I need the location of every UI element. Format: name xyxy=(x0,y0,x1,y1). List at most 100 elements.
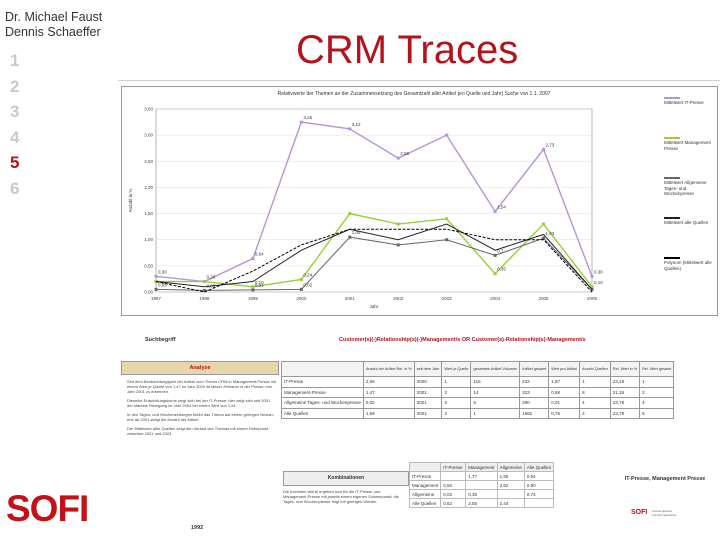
data-label: 0,24 xyxy=(303,272,312,277)
legend-entry: Mittelwert IT-Presse xyxy=(664,97,714,106)
chapter-nav: 1 2 3 4 5 6 xyxy=(10,48,19,201)
legend-swatch xyxy=(664,217,680,219)
legend-entry: Mittelwert Management Presse xyxy=(664,137,714,151)
table-row: Alle Quellen 0,52 2,55 2,44 xyxy=(408,498,555,508)
table-cell: 21,26 xyxy=(609,386,641,398)
table-cell: 2,55 xyxy=(465,498,498,508)
author-names: Dr. Michael Faust Dennis Schaeffer xyxy=(5,10,102,40)
table-cell: 323 xyxy=(519,386,550,398)
data-point xyxy=(348,127,352,131)
table-cell: Allgemeine xyxy=(496,462,525,472)
table-cell: Alle Quellen xyxy=(408,498,442,508)
x-tick-label: 2004 xyxy=(490,296,501,301)
sofi-small-logo: SOFI xyxy=(631,509,648,516)
legend-swatch xyxy=(664,97,680,99)
data-point xyxy=(348,212,352,216)
data-point xyxy=(445,133,449,137)
legend-label: Polynom (Mittelwert alle Quellen) xyxy=(664,260,712,271)
analysis-text: Der Mittelwert aller Quellen zeigt den V… xyxy=(127,426,269,436)
data-label: 2,73 xyxy=(546,142,555,147)
column-header: Rel. Wert in % xyxy=(609,361,641,377)
table-row: IT-Presse 2,59 2000 1 115 233 1,87 1 23,18 1 xyxy=(281,376,675,388)
table-cell: 1 xyxy=(579,376,611,388)
analysis-block: Analyse Seit dem Beobachtungsjahr der Ar… xyxy=(121,361,279,436)
series-line xyxy=(155,223,593,290)
chapter-1[interactable]: 1 xyxy=(10,51,20,70)
table-cell: 0,90 xyxy=(523,480,555,490)
table-cell: 4 xyxy=(579,397,611,409)
data-point xyxy=(154,287,158,291)
table-cell: 115 xyxy=(470,376,521,388)
table-cell: Alle Quellen xyxy=(281,407,364,419)
table-cell xyxy=(465,480,498,490)
table-row: IT-Presse Management Allgemeine Alle Quelle… xyxy=(408,462,555,472)
combinations-table: IT-Presse Management Allgemeine Alle Quelle… xyxy=(408,462,555,508)
table-cell: 4 xyxy=(639,397,675,409)
sofi-small-subtitle: Soziologisches Forschungsinstitut xyxy=(652,509,677,517)
table-cell: 23,78 xyxy=(609,397,641,409)
table-cell: 6 xyxy=(639,407,675,419)
data-point xyxy=(154,280,158,284)
column-header: Anzahl der Artikel Rel. in % xyxy=(362,361,415,377)
series-line xyxy=(155,236,593,291)
chart-panel: Relativwerte der Themen an der Zusammens… xyxy=(121,86,718,316)
table-cell: 280 xyxy=(519,397,550,409)
legend-entry: Mittelwert Allgemeine Tages- und Wochenp… xyxy=(664,177,714,197)
table-cell: 1,47 xyxy=(362,386,415,398)
x-tick-label: 2005 xyxy=(539,296,550,301)
legend-entry: Mittelwert alle Quellen xyxy=(664,217,714,226)
analyse-header: Analyse xyxy=(121,361,279,375)
data-label: 0,02 xyxy=(303,282,312,287)
table-cell: 0,52 xyxy=(440,498,467,508)
title-divider xyxy=(118,80,720,81)
data-point xyxy=(251,288,255,292)
table-cell: 23,18 xyxy=(609,376,641,388)
table-cell: IT-Presse xyxy=(408,471,442,481)
x-tick-label: 2002 xyxy=(393,296,404,301)
author-name: Dr. Michael Faust xyxy=(5,10,103,24)
chapter-3[interactable]: 3 xyxy=(10,102,20,121)
table-cell: 14 xyxy=(470,386,521,398)
table-cell: 2,44 xyxy=(496,498,525,508)
chapter-2[interactable]: 2 xyxy=(10,76,20,96)
data-label: 0,35 xyxy=(497,267,506,272)
analysis-text: In den Tages- und Wochenzeitungen bleibt… xyxy=(127,412,274,422)
legend-swatch xyxy=(664,257,680,259)
table-cell: 0,94 xyxy=(523,471,555,481)
x-tick-label: 2000 xyxy=(296,296,307,301)
y-tick-label: 0,50 xyxy=(144,263,153,268)
slide-title: CRM Traces xyxy=(296,28,519,72)
data-point xyxy=(202,288,206,292)
table-cell xyxy=(408,462,442,472)
column-header: seit dem Jahr xyxy=(413,361,443,377)
data-point xyxy=(542,222,546,226)
table-cell: 1 xyxy=(470,407,521,419)
chapter-6[interactable]: 6 xyxy=(10,178,20,198)
chapter-5[interactable]: 5 xyxy=(10,153,20,172)
author-name: Dennis Schaeffer xyxy=(5,25,101,39)
data-label: 3,25 xyxy=(303,115,312,120)
x-tick-label: 2006 xyxy=(587,296,598,301)
data-point xyxy=(299,277,303,281)
data-label: 0,04 xyxy=(255,283,264,288)
combinations-text: Die höchsten Werte ergeben sich für die … xyxy=(283,489,399,504)
table-cell: 0,76 xyxy=(548,407,581,419)
results-table: Anzahl der Artikel Rel. in % seit dem Jah… xyxy=(281,361,675,419)
combinations-header: Kombinationen xyxy=(283,471,409,486)
chapter-4[interactable]: 4 xyxy=(10,127,20,147)
table-cell: 0,35 xyxy=(465,489,498,499)
table-cell: 1,87 xyxy=(548,376,581,388)
table-cell: 0,02 xyxy=(362,397,415,409)
column-header: Anzahl Quellen xyxy=(579,361,611,377)
table-cell: 2000 xyxy=(413,376,443,388)
data-label: 0,30 xyxy=(594,269,603,274)
table-cell: Allgemeine Tages- und Wochenpresse xyxy=(281,397,364,409)
table-cell: 2 xyxy=(441,407,472,419)
data-point xyxy=(348,235,352,239)
table-cell: Management xyxy=(408,480,442,490)
query-label: Suchbegriff xyxy=(145,337,176,343)
column-header: gesamtes Artikel Volumen xyxy=(470,361,521,377)
data-label: 0,10 xyxy=(594,280,603,285)
table-cell: 2,59 xyxy=(362,376,415,388)
x-tick-label: 2001 xyxy=(345,296,356,301)
